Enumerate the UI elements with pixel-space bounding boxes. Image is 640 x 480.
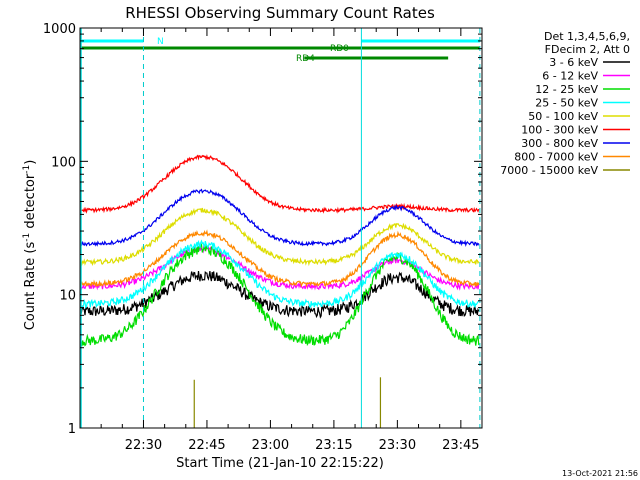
legend-header-line-2: FDecim 2, Att 0 (545, 43, 630, 56)
saa-lines (80, 28, 481, 428)
flag-label-2: RD4 (296, 54, 315, 64)
series-line-6 (79, 188, 480, 248)
legend: Det 1,3,4,5,6,9, FDecim 2, Att 0 3 - 6 k… (500, 30, 630, 177)
y-tick-label-3: 1000 (43, 22, 76, 37)
generation-timestamp: 13-Oct-2021 21:56 (562, 469, 638, 478)
x-tick-label-5: 23:45 (442, 438, 479, 453)
y-axis-label: Count Rate (s-1 detector-1) (22, 160, 38, 331)
axes: 1 10 100 1000 22:30 22:45 23:00 23:15 23:30 23:45 (43, 22, 483, 453)
y-tick-label-2: 100 (51, 155, 76, 170)
series-line-7 (79, 229, 480, 288)
legend-label-4: 50 - 100 keV (528, 110, 598, 123)
x-tick-label-0: 22:30 (125, 438, 162, 453)
series-line-3 (80, 239, 480, 309)
x-axis-label: Start Time (21-Jan-10 22:15:22) (176, 456, 384, 471)
legend-label-2: 12 - 25 keV (535, 83, 598, 96)
legend-label-3: 25 - 50 keV (535, 97, 598, 110)
flag-label-1: RD0 (330, 44, 349, 54)
series-line-0 (79, 270, 480, 319)
plot-frame (79, 27, 483, 429)
x-tick-label-4: 23:30 (379, 438, 416, 453)
flag-bars: N RD0 RD4 (80, 37, 480, 64)
y-tick-label-1: 10 (59, 289, 76, 304)
legend-header-line-1: Det 1,3,4,5,6,9, (544, 30, 630, 43)
series-layer (79, 154, 480, 428)
legend-label-1: 6 - 12 keV (542, 70, 598, 83)
legend-label-0: 3 - 6 keV (549, 56, 598, 69)
flag-label-0: N (157, 37, 164, 47)
series-line-4 (80, 207, 480, 267)
series-line-2 (80, 242, 480, 347)
legend-label-6: 300 - 800 keV (521, 137, 598, 150)
legend-label-8: 7000 - 15000 keV (500, 164, 598, 177)
chart-title: RHESSI Observing Summary Count Rates (125, 4, 435, 22)
x-tick-label-2: 23:00 (252, 438, 289, 453)
plot-area: N RD0 RD4 1 10 100 1000 22:30 22:45 23:00 23:15 23… (43, 22, 483, 453)
y-tick-label-0: 1 (68, 422, 76, 437)
x-tick-label-1: 22:45 (188, 438, 225, 453)
x-tick-label-3: 23:15 (315, 438, 352, 453)
legend-label-5: 100 - 300 keV (521, 124, 598, 137)
series-line-5 (80, 154, 480, 214)
legend-label-7: 800 - 7000 keV (514, 151, 598, 164)
